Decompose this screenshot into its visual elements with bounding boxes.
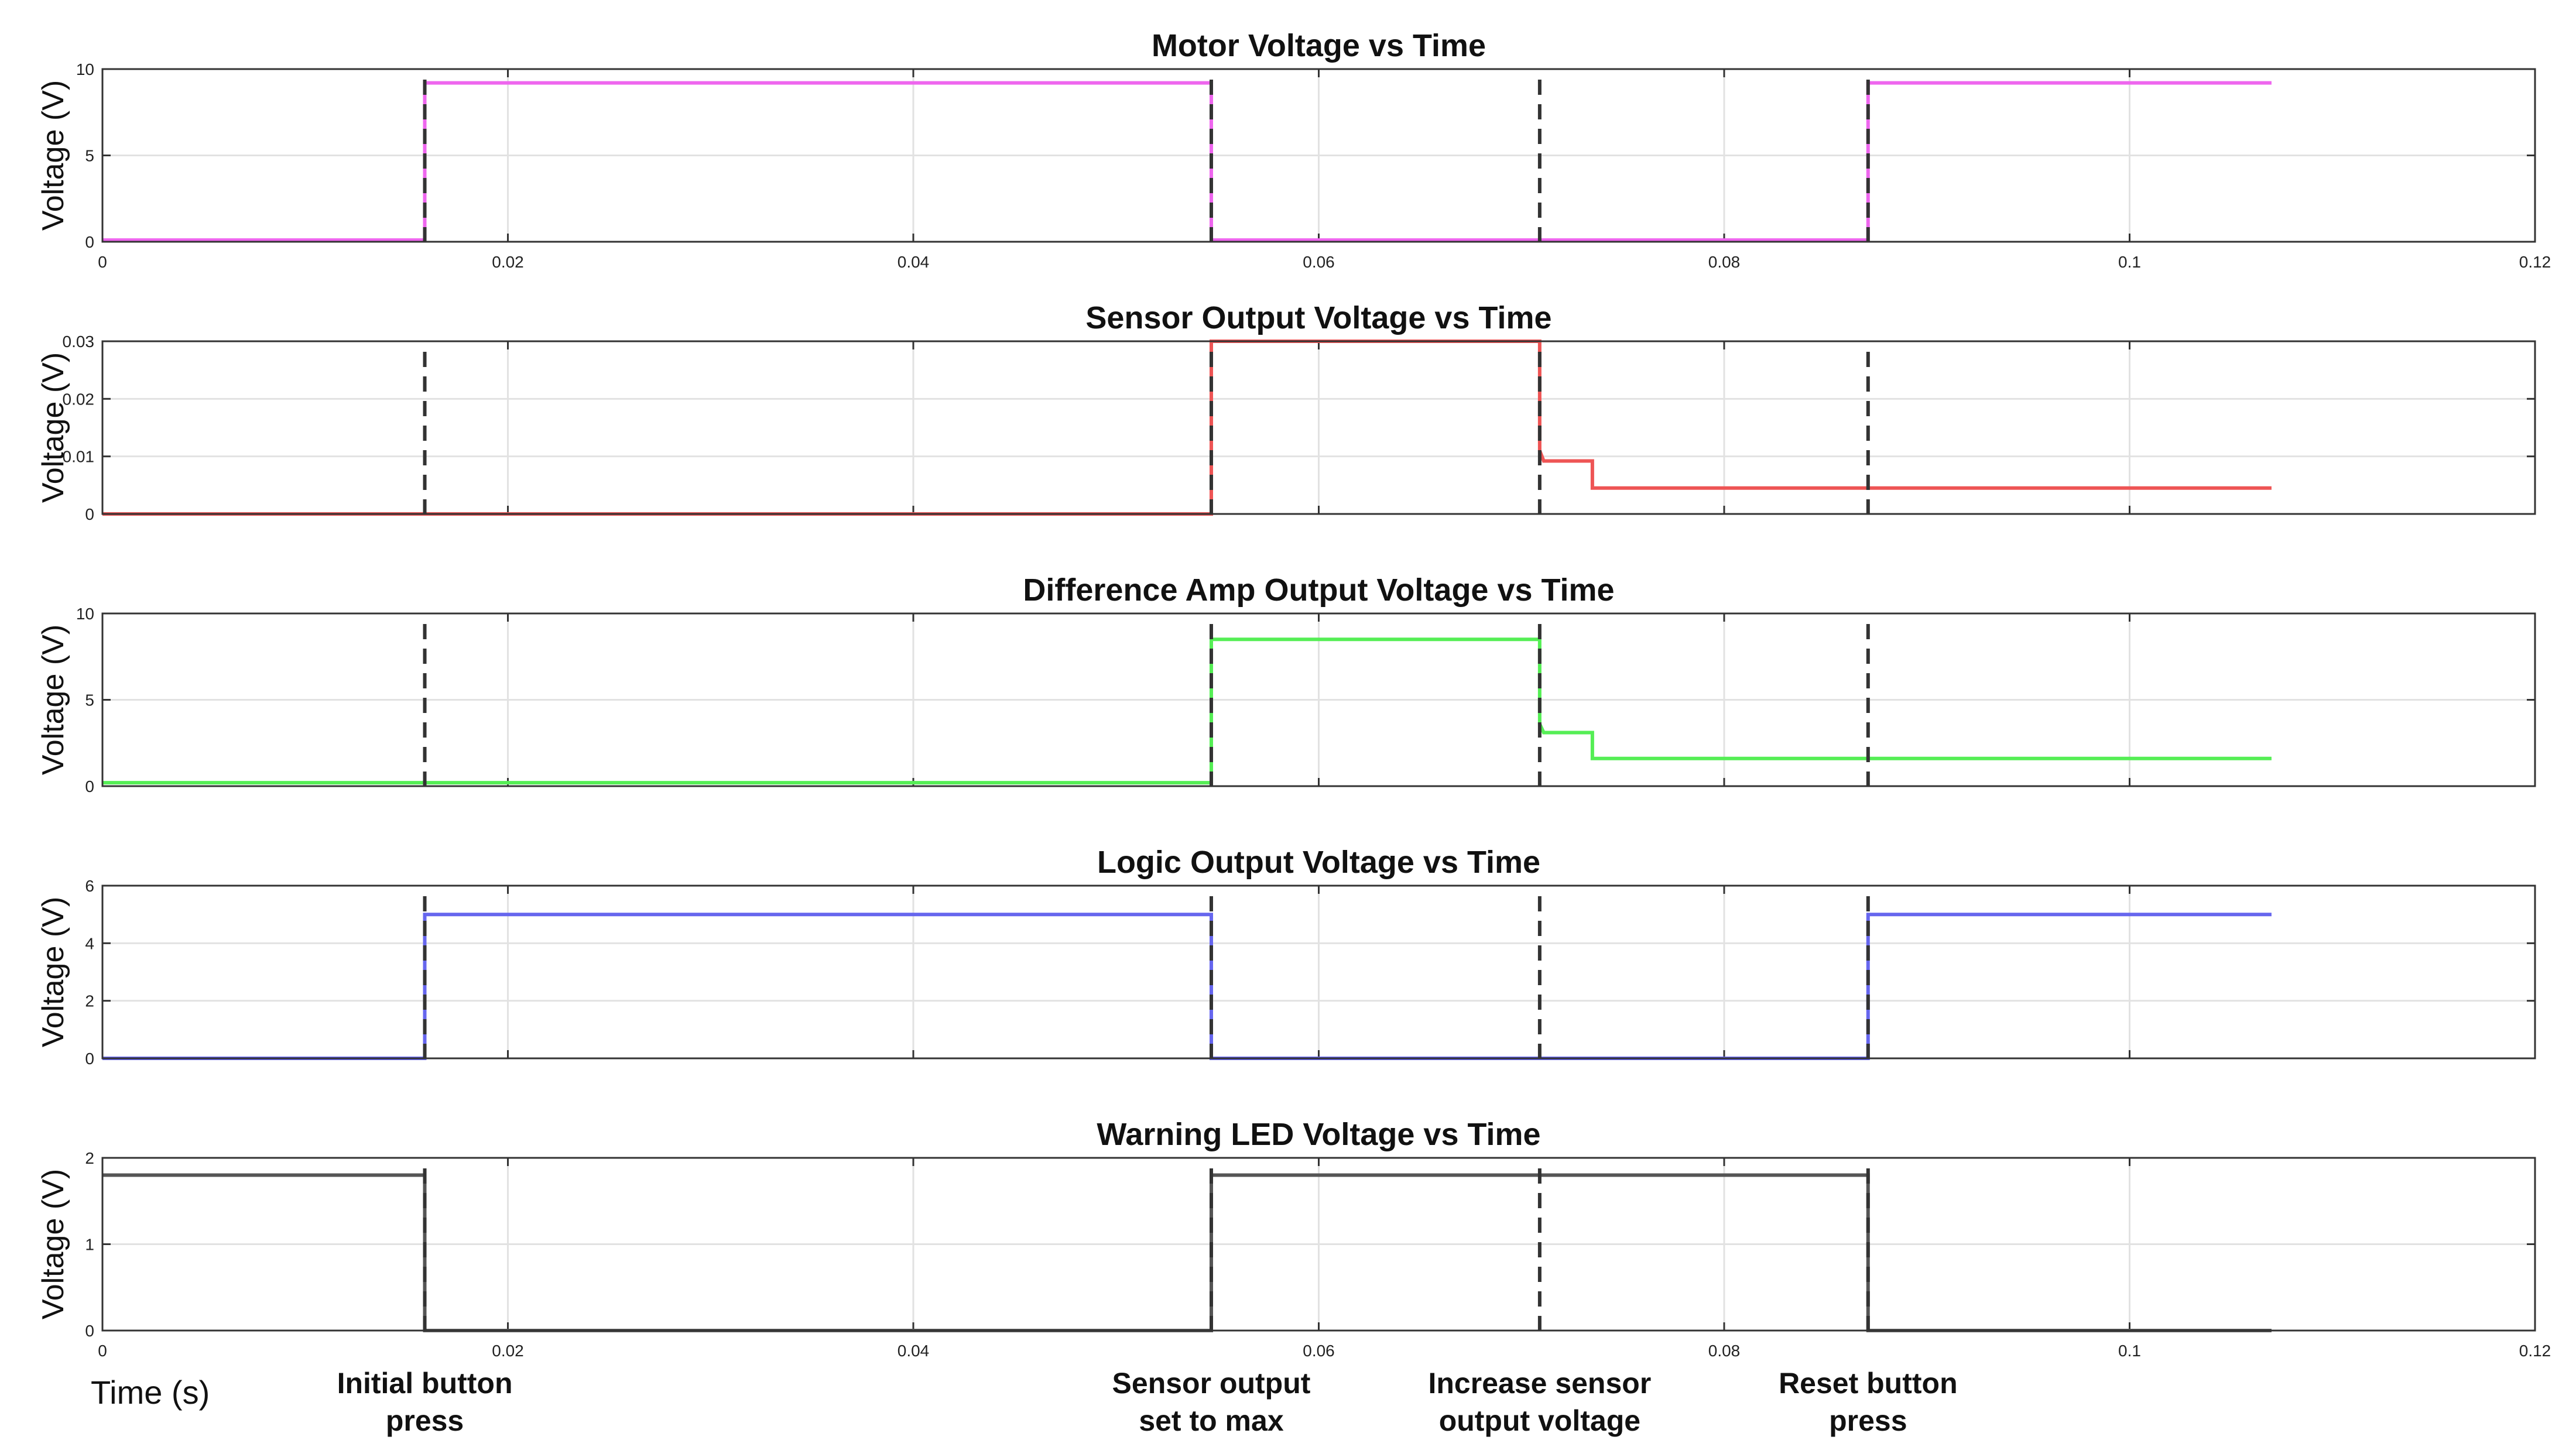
y-tick-label: 2 [85, 1149, 94, 1167]
y-tick-label: 10 [76, 60, 94, 78]
x-tick-label: 0.08 [1708, 1342, 1741, 1360]
event-annotation: Sensor output [1112, 1367, 1311, 1400]
x-tick-label: 0 [98, 253, 107, 271]
x-tick-label: 0.1 [2118, 1342, 2141, 1360]
panel-title: Sensor Output Voltage vs Time [1085, 300, 1551, 335]
plot-frame [101, 612, 2536, 787]
plot-frame [101, 68, 2536, 243]
y-axis-label: Voltage (V) [36, 897, 70, 1047]
y-tick-label: 0 [85, 1050, 94, 1068]
x-tick-label: 0.04 [898, 1342, 930, 1360]
x-tick-label: 0.1 [2118, 253, 2141, 271]
plot-frame [101, 884, 2536, 1060]
y-axis-label: Voltage (V) [36, 1169, 70, 1319]
y-tick-label: 5 [85, 691, 94, 709]
x-tick-label: 0.02 [492, 1342, 524, 1360]
y-tick-label: 0.03 [63, 332, 95, 351]
y-tick-label: 6 [85, 877, 94, 895]
y-tick-label: 0 [85, 233, 94, 251]
x-tick-label: 0.08 [1708, 253, 1741, 271]
plot-frame [101, 1157, 2536, 1332]
x-tick-label: 0.04 [898, 253, 930, 271]
y-tick-label: 0.01 [63, 448, 95, 466]
y-tick-label: 5 [85, 147, 94, 165]
panel-title: Motor Voltage vs Time [1152, 28, 1486, 63]
event-annotation: output voltage [1439, 1404, 1640, 1437]
x-tick-label: 0.12 [2519, 1342, 2551, 1360]
panel-title: Logic Output Voltage vs Time [1097, 845, 1540, 880]
y-axis-label: Voltage (V) [36, 625, 70, 775]
x-axis-label: Time (s) [91, 1374, 210, 1411]
x-tick-label: 0.06 [1303, 1342, 1335, 1360]
plot-frame [101, 340, 2536, 515]
event-annotation: Increase sensor [1429, 1367, 1652, 1400]
y-tick-label: 4 [85, 934, 94, 952]
event-annotation: set to max [1139, 1404, 1284, 1437]
x-tick-label: 0 [98, 1342, 107, 1360]
event-annotation: Initial button [337, 1367, 513, 1400]
event-annotation: press [1829, 1404, 1907, 1437]
panel-title: Warning LED Voltage vs Time [1097, 1117, 1540, 1152]
y-tick-label: 0 [85, 1322, 94, 1340]
x-tick-label: 0.02 [492, 253, 524, 271]
y-tick-label: 1 [85, 1236, 94, 1254]
y-tick-label: 0.02 [63, 390, 95, 408]
y-tick-label: 2 [85, 992, 94, 1010]
y-tick-label: 0 [85, 505, 94, 523]
event-annotation: press [386, 1404, 464, 1437]
x-tick-label: 0.06 [1303, 253, 1335, 271]
y-tick-label: 0 [85, 777, 94, 796]
event-annotation: Reset button [1779, 1367, 1958, 1400]
y-tick-label: 10 [76, 605, 94, 623]
y-axis-label: Voltage (V) [36, 80, 70, 231]
y-axis-label: Voltage (V) [36, 352, 70, 503]
x-tick-label: 0.12 [2519, 253, 2551, 271]
panel-title: Difference Amp Output Voltage vs Time [1023, 572, 1614, 608]
series-line [102, 913, 2272, 1060]
